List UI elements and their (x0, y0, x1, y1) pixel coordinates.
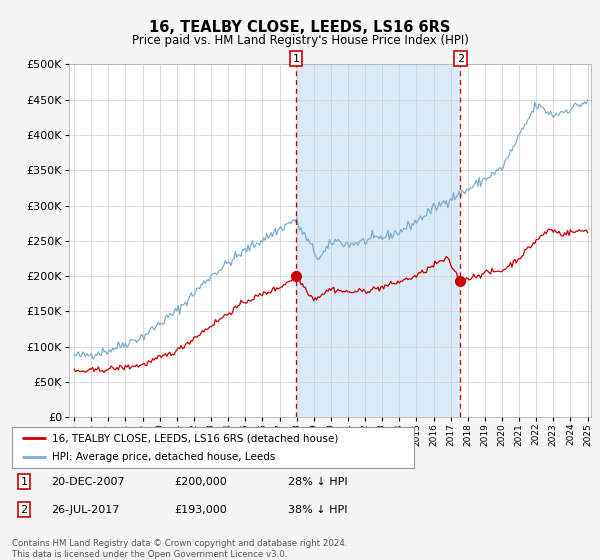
Text: 20-DEC-2007: 20-DEC-2007 (51, 477, 125, 487)
Text: £200,000: £200,000 (174, 477, 227, 487)
Text: 1: 1 (20, 477, 28, 487)
Text: 16, TEALBY CLOSE, LEEDS, LS16 6RS (detached house): 16, TEALBY CLOSE, LEEDS, LS16 6RS (detac… (52, 433, 338, 443)
Text: Price paid vs. HM Land Registry's House Price Index (HPI): Price paid vs. HM Land Registry's House … (131, 34, 469, 46)
Text: Contains HM Land Registry data © Crown copyright and database right 2024.
This d: Contains HM Land Registry data © Crown c… (12, 539, 347, 559)
Text: 2: 2 (20, 505, 28, 515)
Bar (296, 64, 460, 417)
Text: 28% ↓ HPI: 28% ↓ HPI (288, 477, 347, 487)
Text: HPI: Average price, detached house, Leeds: HPI: Average price, detached house, Leed… (52, 452, 275, 461)
Text: 26-JUL-2017: 26-JUL-2017 (51, 505, 119, 515)
Text: 1: 1 (293, 54, 299, 64)
Text: £193,000: £193,000 (174, 505, 227, 515)
Text: 2: 2 (457, 54, 464, 64)
Text: 16, TEALBY CLOSE, LEEDS, LS16 6RS: 16, TEALBY CLOSE, LEEDS, LS16 6RS (149, 20, 451, 35)
Text: 38% ↓ HPI: 38% ↓ HPI (288, 505, 347, 515)
